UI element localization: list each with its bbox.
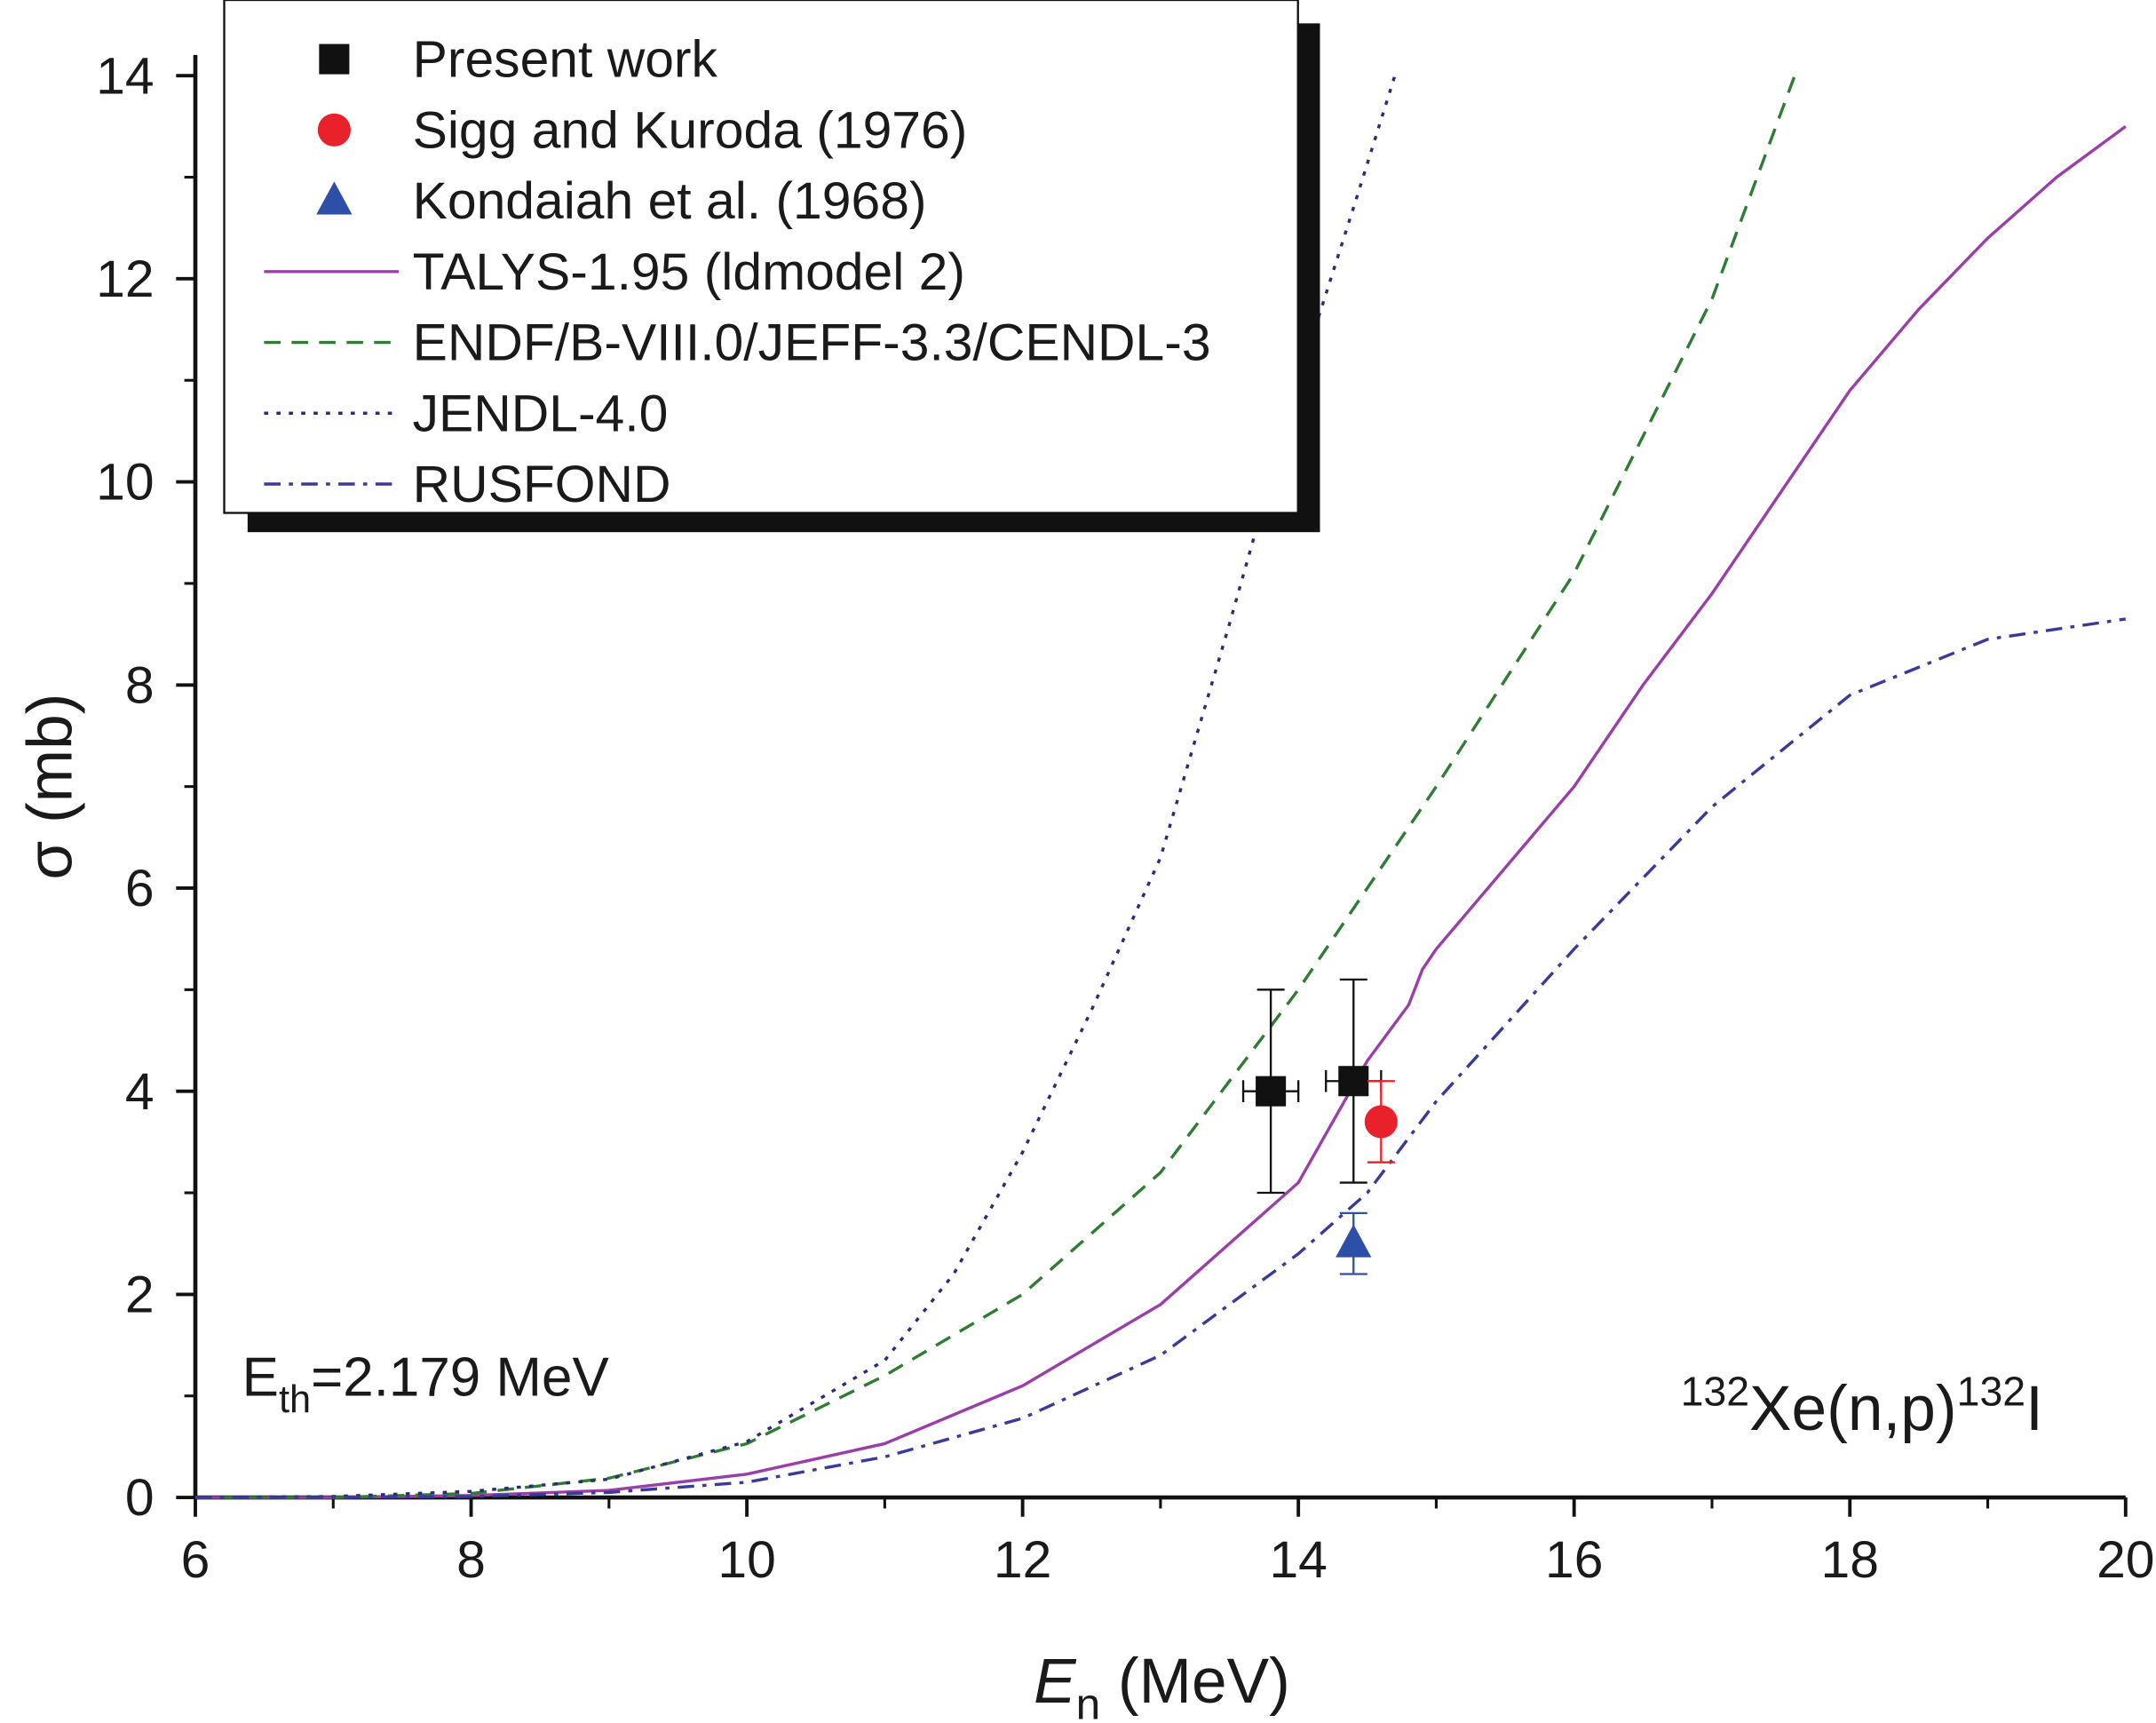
legend-label: ENDF/B-VIII.0/JEFF-3.3/CENDL-3 xyxy=(413,314,1211,372)
legend-label: Kondaiah et al. (1968) xyxy=(413,172,927,230)
legend-label: Sigg and Kuroda (1976) xyxy=(413,101,968,159)
reaction-sup2: 132 xyxy=(1957,1368,2025,1414)
x-axis-label-main: E xyxy=(1034,1647,1077,1717)
y-tick-label: 8 xyxy=(125,656,155,714)
x-tick-label: 6 xyxy=(181,1531,210,1589)
threshold-main: E xyxy=(242,1347,279,1409)
x-tick-label: 16 xyxy=(1545,1531,1603,1589)
data-point xyxy=(1256,1076,1287,1107)
threshold-sub: th xyxy=(279,1378,311,1421)
reaction-t1: Xe(n,p) xyxy=(1749,1374,1957,1444)
series-line xyxy=(195,124,2127,1499)
data-point xyxy=(1338,1066,1369,1097)
x-tick-label: 10 xyxy=(717,1531,775,1589)
legend-label: RUSFOND xyxy=(413,456,671,513)
threshold-label: Eth=2.179 MeV xyxy=(242,1347,610,1422)
y-axis-label: σ (mb) xyxy=(16,694,86,880)
legend-label: Present work xyxy=(413,31,718,89)
y-tick-label: 2 xyxy=(125,1266,155,1324)
y-tick-label: 4 xyxy=(125,1063,155,1121)
reaction-label: 132Xe(n,p)132I xyxy=(1681,1368,2043,1444)
legend-marker xyxy=(317,113,351,147)
x-tick-label: 12 xyxy=(994,1531,1051,1589)
legend-box xyxy=(223,0,1299,514)
series-line xyxy=(195,75,1796,1499)
legend-label: JENDL-4.0 xyxy=(413,385,669,442)
y-tick-label: 12 xyxy=(96,250,154,308)
data-point xyxy=(1336,1224,1372,1258)
series-line xyxy=(195,617,2127,1499)
threshold-rest: =2.179 MeV xyxy=(311,1347,609,1409)
x-axis-label-rest: (MeV) xyxy=(1100,1647,1290,1717)
x-axis-label: En (MeV) xyxy=(1034,1647,1290,1723)
y-tick-label: 10 xyxy=(96,454,154,512)
x-tick-label: 20 xyxy=(2097,1531,2154,1589)
legend-label: TALYS-1.95 (ldmodel 2) xyxy=(413,243,965,301)
legend-marker xyxy=(316,181,353,215)
reaction-t2: I xyxy=(2025,1374,2043,1444)
y-tick-label: 14 xyxy=(96,47,154,105)
x-tick-label: 8 xyxy=(456,1531,486,1589)
x-tick-label: 14 xyxy=(1269,1531,1327,1589)
y-tick-label: 0 xyxy=(125,1469,155,1527)
legend-marker xyxy=(319,44,350,75)
y-tick-label: 6 xyxy=(125,860,155,917)
x-axis-label-sub: n xyxy=(1076,1679,1101,1723)
data-point xyxy=(1364,1105,1398,1139)
x-tick-label: 18 xyxy=(1821,1531,1879,1589)
reaction-sup1: 132 xyxy=(1681,1368,1749,1414)
